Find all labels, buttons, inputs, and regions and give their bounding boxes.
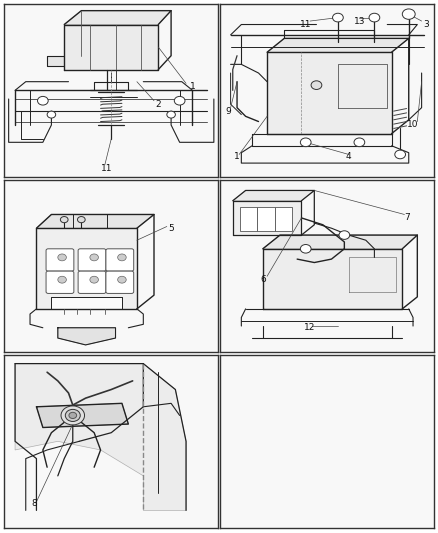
- Circle shape: [58, 254, 67, 261]
- Text: 1: 1: [234, 152, 240, 160]
- Polygon shape: [267, 38, 409, 52]
- FancyBboxPatch shape: [78, 249, 106, 271]
- Circle shape: [167, 111, 175, 118]
- Circle shape: [369, 13, 380, 22]
- Circle shape: [174, 96, 185, 105]
- Circle shape: [58, 276, 67, 283]
- Text: 2: 2: [155, 100, 161, 109]
- Text: 6: 6: [260, 275, 266, 284]
- Polygon shape: [267, 52, 392, 134]
- Polygon shape: [36, 214, 154, 228]
- Circle shape: [90, 276, 99, 283]
- Text: 13: 13: [353, 17, 365, 26]
- FancyBboxPatch shape: [240, 207, 258, 231]
- FancyBboxPatch shape: [46, 271, 74, 294]
- Circle shape: [65, 409, 80, 422]
- Circle shape: [47, 111, 56, 118]
- FancyBboxPatch shape: [78, 271, 106, 294]
- Text: 7: 7: [404, 213, 410, 222]
- Polygon shape: [36, 228, 137, 309]
- Polygon shape: [263, 235, 417, 249]
- Circle shape: [118, 254, 126, 261]
- FancyBboxPatch shape: [258, 207, 275, 231]
- FancyBboxPatch shape: [106, 249, 134, 271]
- Text: 3: 3: [423, 20, 429, 29]
- Polygon shape: [64, 25, 158, 69]
- Circle shape: [90, 254, 99, 261]
- Circle shape: [332, 13, 343, 22]
- Text: 10: 10: [407, 120, 419, 130]
- Polygon shape: [233, 190, 314, 201]
- Polygon shape: [64, 11, 171, 25]
- Polygon shape: [263, 249, 402, 309]
- Circle shape: [402, 9, 415, 19]
- Polygon shape: [233, 201, 301, 235]
- Circle shape: [78, 216, 85, 223]
- Text: 5: 5: [168, 224, 174, 233]
- Circle shape: [339, 231, 350, 239]
- Text: 12: 12: [304, 323, 316, 332]
- Text: 4: 4: [346, 152, 351, 160]
- FancyBboxPatch shape: [275, 207, 292, 231]
- Circle shape: [60, 216, 68, 223]
- Text: 1: 1: [190, 83, 195, 91]
- Circle shape: [395, 150, 406, 159]
- Circle shape: [311, 81, 322, 90]
- Text: 11: 11: [101, 164, 113, 173]
- Circle shape: [354, 138, 365, 147]
- Circle shape: [38, 96, 48, 105]
- Circle shape: [118, 276, 126, 283]
- Text: 8: 8: [32, 499, 37, 508]
- Polygon shape: [15, 364, 186, 511]
- Polygon shape: [47, 55, 64, 66]
- Circle shape: [300, 138, 311, 147]
- FancyBboxPatch shape: [106, 271, 134, 294]
- Text: 9: 9: [226, 107, 231, 116]
- Polygon shape: [36, 403, 128, 427]
- Polygon shape: [58, 328, 116, 345]
- Polygon shape: [51, 297, 122, 309]
- Circle shape: [61, 406, 85, 425]
- FancyBboxPatch shape: [46, 249, 74, 271]
- Text: 11: 11: [300, 20, 311, 29]
- Circle shape: [69, 413, 77, 418]
- Circle shape: [300, 245, 311, 253]
